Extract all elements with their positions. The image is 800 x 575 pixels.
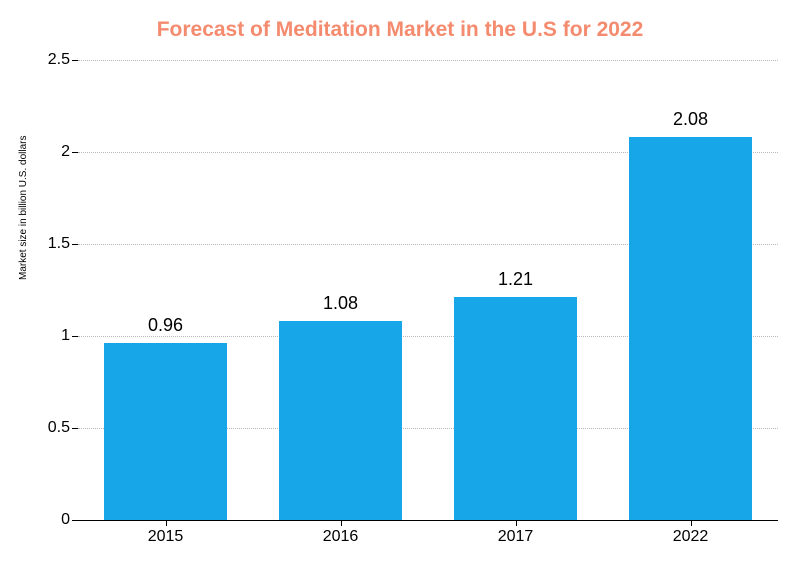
bar: 1.21 bbox=[454, 297, 577, 520]
bar-value-label: 1.08 bbox=[279, 293, 402, 314]
x-tick-mark bbox=[341, 520, 342, 526]
y-tick-label: 0 bbox=[20, 511, 70, 529]
bar: 1.08 bbox=[279, 321, 402, 520]
x-axis-line bbox=[78, 520, 778, 521]
bar: 2.08 bbox=[629, 137, 752, 520]
chart-title: Forecast of Meditation Market in the U.S… bbox=[0, 0, 800, 52]
bar-value-label: 0.96 bbox=[104, 315, 227, 336]
x-tick-mark bbox=[166, 520, 167, 526]
y-tick-label: 2.5 bbox=[20, 51, 70, 69]
x-tick-label: 2022 bbox=[673, 528, 709, 546]
y-tick-label: 2 bbox=[20, 143, 70, 161]
bar: 0.96 bbox=[104, 343, 227, 520]
y-tick-mark bbox=[72, 60, 78, 61]
grid-line bbox=[78, 60, 778, 61]
bar-value-label: 1.21 bbox=[454, 269, 577, 290]
bar-value-label: 2.08 bbox=[629, 109, 752, 130]
x-tick-label: 2016 bbox=[323, 528, 359, 546]
plot-area: 00.511.522.50.9620151.0820161.2120172.08… bbox=[78, 60, 778, 520]
x-tick-mark bbox=[691, 520, 692, 526]
x-tick-label: 2017 bbox=[498, 528, 534, 546]
y-tick-label: 0.5 bbox=[20, 419, 70, 437]
chart-area: 00.511.522.50.9620151.0820161.2120172.08… bbox=[78, 60, 778, 520]
y-tick-label: 1 bbox=[20, 327, 70, 345]
x-tick-mark bbox=[516, 520, 517, 526]
y-tick-mark bbox=[72, 336, 78, 337]
y-tick-mark bbox=[72, 152, 78, 153]
y-tick-mark bbox=[72, 428, 78, 429]
y-tick-mark bbox=[72, 244, 78, 245]
y-tick-label: 1.5 bbox=[20, 235, 70, 253]
y-tick-mark bbox=[72, 520, 78, 521]
x-tick-label: 2015 bbox=[148, 528, 184, 546]
